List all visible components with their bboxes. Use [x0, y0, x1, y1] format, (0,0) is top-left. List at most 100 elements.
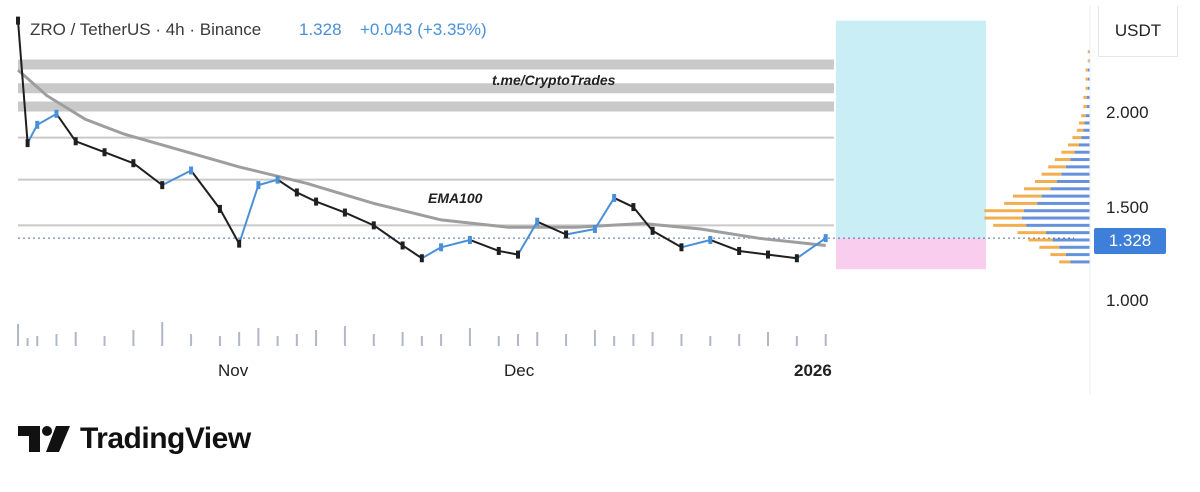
volume-bar [17, 324, 19, 346]
ema-annotation: EMA100 [428, 190, 483, 206]
zone-band [18, 59, 834, 70]
price-segment [440, 239, 471, 249]
price-segment [536, 220, 567, 236]
chart-frame: ZRO / TetherUS · 4h · Binance 1.328 +0.0… [14, 6, 1184, 394]
price-candle [217, 204, 222, 213]
volume-bar [132, 330, 135, 346]
price-candle [650, 226, 655, 235]
price-candle [467, 235, 472, 244]
price-candle [16, 16, 20, 25]
symbol-title[interactable]: ZRO / TetherUS · 4h · Binance [30, 20, 262, 39]
price-candle [535, 217, 540, 226]
volume-profile-bar [1061, 172, 1090, 176]
price-candle [314, 197, 319, 206]
volume-bar [440, 334, 443, 346]
volume-profile-bar [1021, 216, 1090, 220]
price-segment [75, 140, 105, 154]
price-candle [631, 203, 636, 212]
currency-button[interactable]: USDT [1098, 6, 1178, 57]
volume-bar [36, 336, 39, 346]
volume-profile-bar [1054, 158, 1071, 162]
brand: TradingView [18, 422, 251, 456]
volume-profile-bar [1074, 150, 1090, 154]
volume-profile-bar [1059, 245, 1090, 249]
price-segment [36, 112, 57, 126]
target-zone [836, 20, 986, 239]
price-segment [594, 197, 616, 230]
volume-bar [795, 336, 798, 346]
zone-band [18, 136, 834, 139]
volume-profile-bar [1087, 86, 1090, 90]
price-tag: 1.328 [1094, 228, 1166, 254]
price-segment [219, 208, 241, 245]
price-candle [73, 137, 78, 146]
price-candle [54, 109, 59, 118]
y-tick-label: 1.500 [1106, 198, 1149, 217]
volume-profile-bar [1076, 128, 1084, 132]
volume-profile-bar [1085, 68, 1088, 72]
volume-bar [767, 332, 769, 346]
volume-profile-bar [1026, 223, 1090, 227]
volume-bar [103, 336, 106, 346]
volume-profile-bar [1024, 187, 1051, 191]
stop-zone [836, 238, 986, 270]
volume-bar [420, 336, 423, 346]
zone-band [18, 178, 834, 181]
volume-profile-bar [1065, 165, 1090, 169]
last-price: 1.328 [299, 20, 342, 39]
volume-bar [257, 328, 260, 346]
volume-bar [709, 336, 712, 346]
volume-profile-bar [984, 216, 1022, 220]
volume-profile-bar [1072, 136, 1082, 140]
price-candle [256, 181, 261, 190]
price-candle [766, 250, 770, 259]
zone-band [18, 224, 834, 227]
price-candle [516, 250, 520, 259]
ema100-line [17, 68, 826, 247]
volume-profile-bar [1057, 179, 1090, 183]
volume-profile-bar [1065, 253, 1090, 257]
volume-bar [536, 332, 539, 346]
volume-profile-bar [1050, 187, 1090, 191]
price-candle [439, 243, 444, 252]
volume-bar [218, 336, 221, 346]
price-segment [796, 237, 827, 260]
price-candle [25, 139, 30, 148]
price-candle [237, 239, 242, 248]
volume-profile-bar [1081, 136, 1090, 140]
tradingview-logo-icon [18, 426, 70, 452]
price-segment [767, 253, 797, 260]
price-candle [419, 254, 424, 263]
volume-bar [517, 334, 519, 346]
volume-bar [651, 332, 654, 346]
price-segment [652, 229, 682, 249]
price-segment [402, 244, 423, 260]
volume-profile-bar [1024, 209, 1090, 213]
volume-profile-bar [1083, 128, 1090, 132]
price-candle [592, 225, 597, 234]
price-segment [315, 200, 346, 214]
brand-name: TradingView [80, 422, 251, 455]
volume-bar [565, 334, 568, 346]
volume-bar [632, 334, 635, 346]
volume-profile-bar [1004, 201, 1038, 205]
price-candle [708, 235, 713, 244]
price-chart[interactable] [14, 6, 1184, 394]
volume-profile-bar [1068, 143, 1079, 147]
price-segment [132, 162, 163, 186]
volume-bar [295, 334, 298, 346]
price-segment [498, 249, 519, 256]
volume-bar [680, 334, 683, 346]
volume-profile-bar [1085, 114, 1090, 118]
price-segment [238, 184, 260, 244]
volume-profile-bar [1083, 95, 1087, 99]
volume-bar [161, 322, 164, 346]
price-candle [794, 254, 799, 263]
volume-profile-bar [1037, 201, 1090, 205]
volume-profile-bar [1087, 59, 1089, 63]
volume-profile-bar [1059, 260, 1071, 264]
price-segment [421, 246, 442, 260]
price-segment [277, 178, 298, 194]
volume-profile-bar [1086, 95, 1090, 99]
volume-bar [401, 332, 404, 346]
